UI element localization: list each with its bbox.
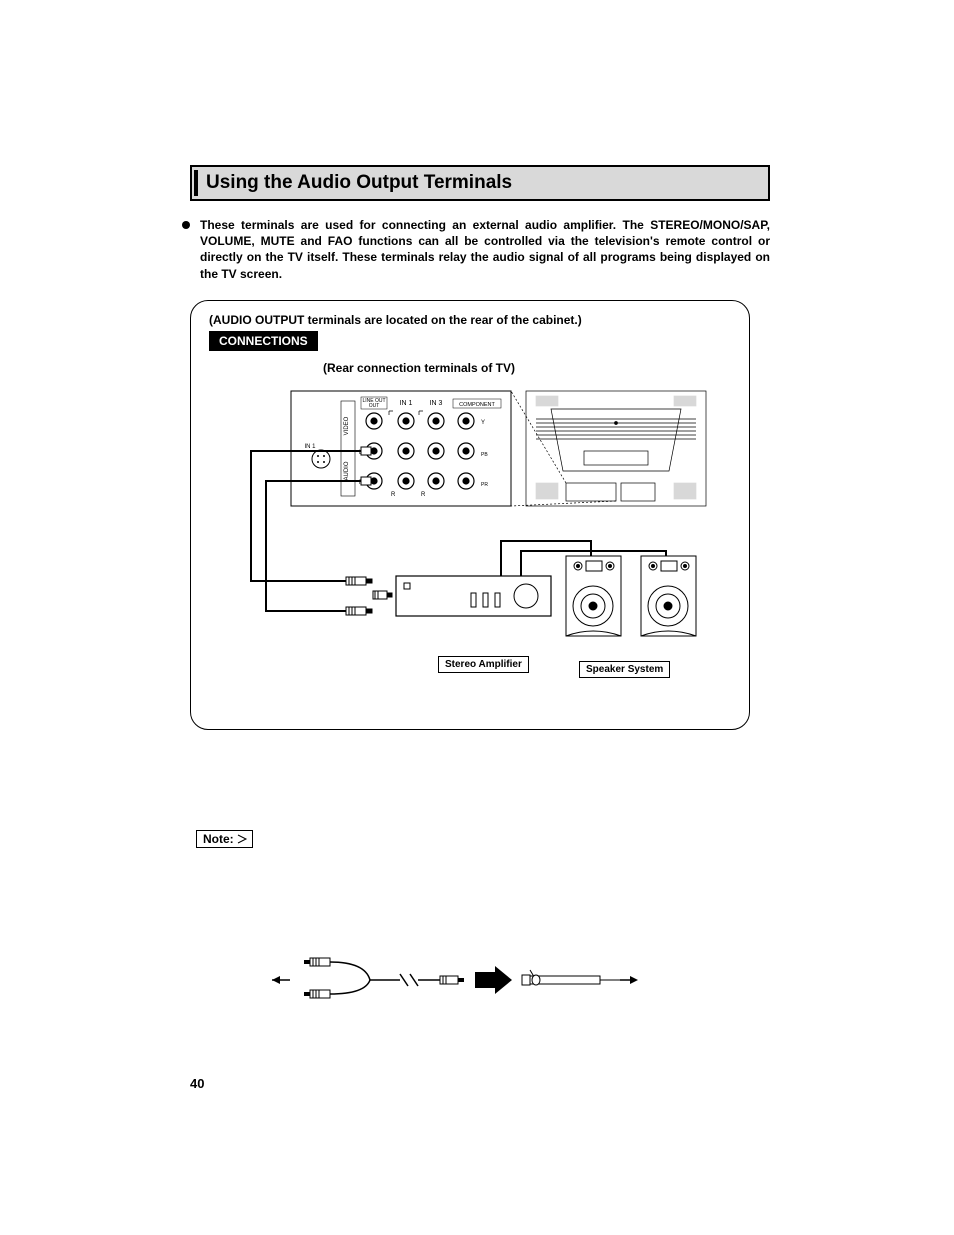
svg-text:R: R (421, 492, 426, 498)
tv-rear-outline (511, 391, 706, 506)
chevron-right-icon (237, 834, 249, 844)
svg-text:R: R (391, 492, 396, 498)
svg-text:COMPONENT: COMPONENT (459, 402, 495, 408)
intro-text: These terminals are used for connecting … (200, 217, 770, 282)
connections-diagram: (AUDIO OUTPUT terminals are located on t… (190, 300, 750, 730)
audio-cables (251, 447, 392, 615)
note-label-box: Note: (196, 830, 253, 848)
amplifier-label: Stereo Amplifier (438, 656, 529, 673)
svg-text:IN 3: IN 3 (430, 400, 443, 407)
section-title-banner: Using the Audio Output Terminals (190, 165, 770, 201)
terminal-panel: VIDEO AUDIO LINE OUT OUT IN 1 IN 3 COMPO… (291, 391, 511, 506)
diagram-header: (AUDIO OUTPUT terminals are located on t… (209, 313, 731, 327)
stereo-amplifier (396, 576, 551, 616)
speaker-right (641, 556, 696, 636)
svg-text:Y: Y (481, 420, 485, 426)
connections-badge: CONNECTIONS (209, 331, 318, 351)
cable-adapter-diagram (270, 940, 640, 1020)
intro-bullet: These terminals are used for connecting … (190, 217, 770, 282)
svg-text:OUT: OUT (369, 403, 380, 409)
speaker-left (566, 556, 621, 636)
page-number: 40 (190, 1076, 204, 1091)
svg-text:AUDIO: AUDIO (344, 461, 350, 480)
svg-text:PB: PB (481, 452, 488, 458)
bullet-dot-icon (182, 221, 190, 229)
note-label: Note: (203, 832, 234, 846)
svg-text:IN 1: IN 1 (400, 400, 413, 407)
speaker-label: Speaker System (579, 661, 670, 678)
section-title: Using the Audio Output Terminals (194, 170, 766, 196)
svg-text:IN 1: IN 1 (304, 444, 316, 450)
svg-text:VIDEO: VIDEO (344, 416, 350, 435)
svg-text:PR: PR (481, 482, 488, 488)
